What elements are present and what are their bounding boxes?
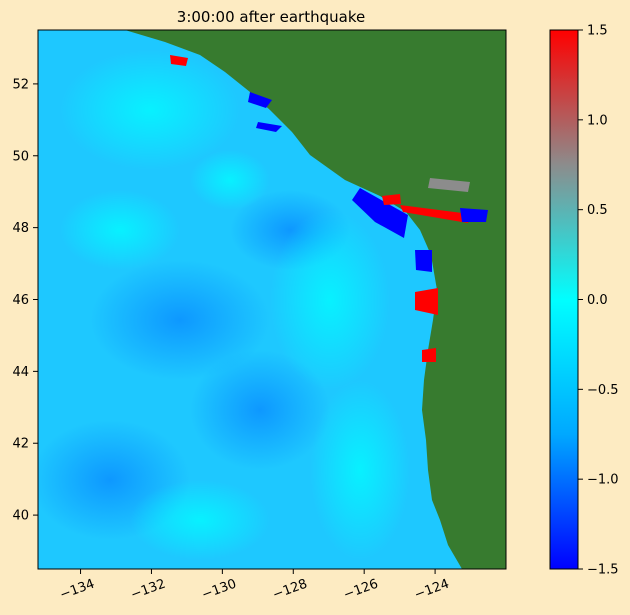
x-tick-label: −126 — [342, 577, 381, 603]
y-tick-label: 48 — [12, 221, 29, 236]
colorbar: −1.5 −1.0 −0.5 0.0 0.5 1.0 1.5 — [549, 24, 619, 578]
land-mass — [125, 30, 506, 569]
y-tick-label: 42 — [12, 437, 29, 452]
colorbar-tick-label: −1.0 — [587, 473, 619, 488]
y-tick-label: 50 — [12, 149, 29, 164]
colorbar-tick-label: 1.5 — [587, 24, 608, 39]
colorbar-tick-label: −0.5 — [587, 383, 619, 398]
coastal-wave-bands — [170, 55, 488, 362]
y-tick-label: 44 — [12, 365, 29, 380]
x-tick-label: −132 — [129, 577, 168, 603]
x-tick-label: −128 — [271, 577, 310, 603]
colorbar-tick-label: −1.5 — [587, 563, 619, 578]
wave-pattern — [38, 50, 410, 560]
x-axis: −134 −132 −130 −128 −126 −124 — [58, 569, 451, 603]
y-tick-label: 40 — [12, 509, 29, 524]
y-axis: 40 42 44 46 48 50 52 — [12, 77, 38, 524]
x-tick-label: −130 — [200, 577, 239, 603]
x-tick-label: −134 — [58, 577, 97, 603]
map-plot — [38, 30, 506, 569]
colorbar-gradient — [549, 29, 579, 570]
colorbar-ticks: −1.5 −1.0 −0.5 0.0 0.5 1.0 1.5 — [578, 24, 619, 578]
x-tick-label: −124 — [413, 577, 452, 603]
colorbar-tick-label: 0.5 — [587, 203, 608, 218]
chart-title: 3:00:00 after earthquake — [177, 8, 365, 26]
colorbar-tick-label: 0.0 — [587, 293, 608, 308]
y-tick-label: 52 — [12, 77, 29, 92]
colorbar-tick-label: 1.0 — [587, 113, 608, 128]
y-tick-label: 46 — [12, 293, 29, 308]
